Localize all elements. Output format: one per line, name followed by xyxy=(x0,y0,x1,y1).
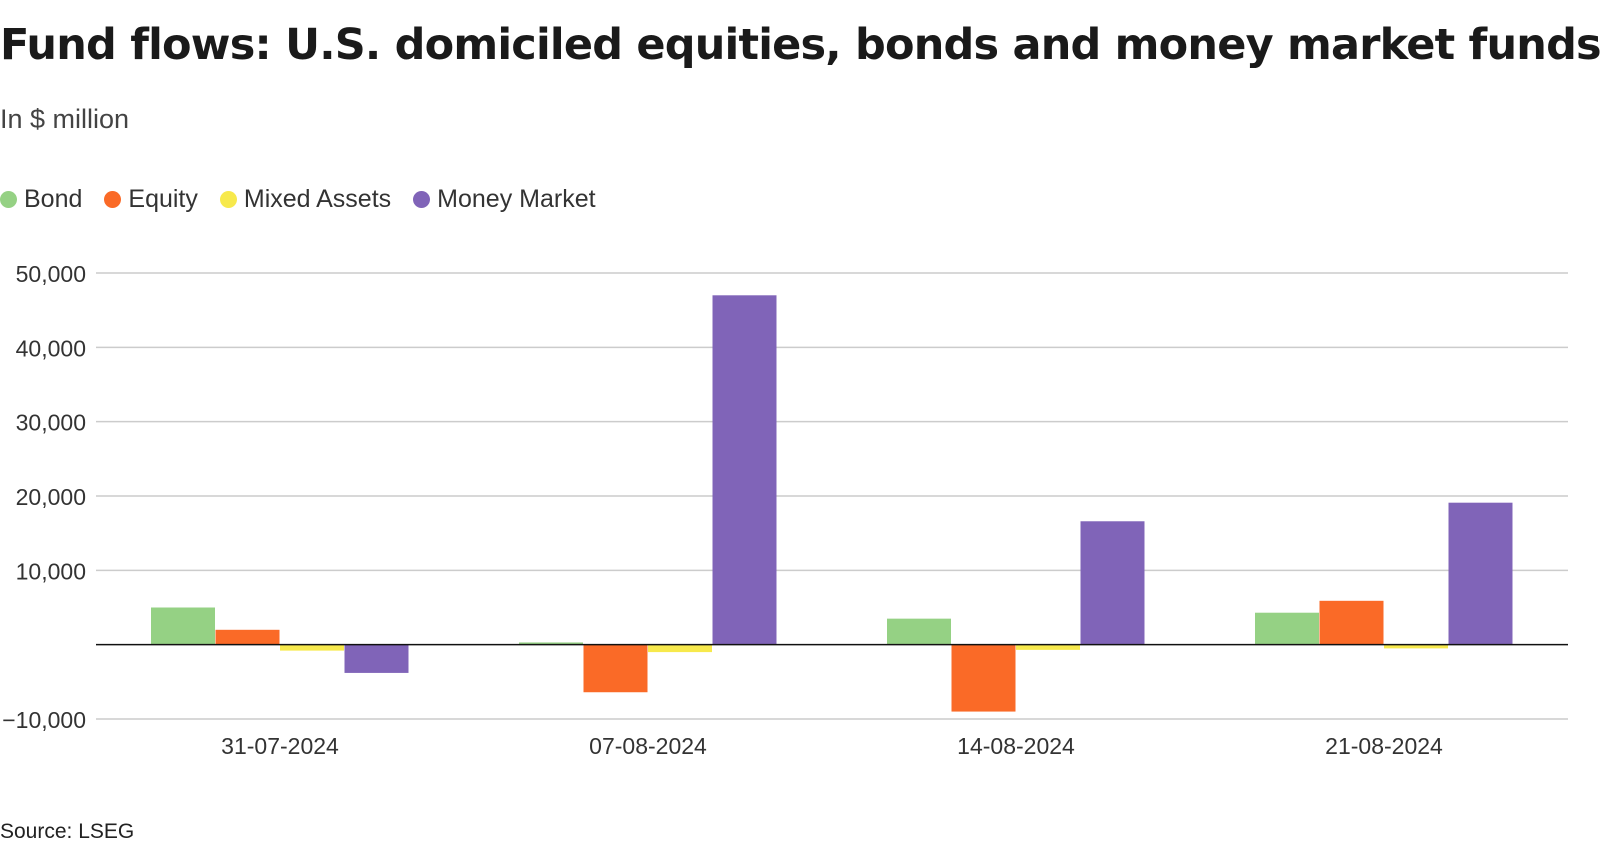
legend-swatch-bond xyxy=(0,191,17,208)
bar-equity xyxy=(951,644,1016,712)
x-tick-label: 31-07-2024 xyxy=(221,733,339,759)
legend-swatch-equity xyxy=(104,191,122,208)
bar-mixed-assets xyxy=(648,644,712,653)
bar-mixed-assets xyxy=(1384,644,1448,649)
x-axis-tick-labels: 31-07-2024 07-08-2024 14-08-2024 21-08-2024 xyxy=(221,733,1443,759)
legend-swatch-money-market xyxy=(413,191,431,208)
legend-label-mixed-assets: Mixed Assets xyxy=(243,185,392,213)
chart-subtitle: In $ million xyxy=(0,104,130,134)
legend-label-equity: Equity xyxy=(128,185,198,213)
bar-equity xyxy=(215,629,280,645)
x-tick-label: 14-08-2024 xyxy=(957,733,1075,759)
legend-label-money-market: Money Market xyxy=(437,185,596,213)
y-axis-tick-labels: −10,000 10,000 20,000 30,000 40,000 50,000 xyxy=(2,261,86,733)
bars xyxy=(151,295,1513,712)
bar-mixed-assets xyxy=(280,644,344,651)
bar-mixed-assets xyxy=(1016,644,1080,650)
y-tick-label: 20,000 xyxy=(16,484,86,510)
bar-equity xyxy=(583,644,648,693)
x-tick-label: 07-08-2024 xyxy=(589,733,707,759)
bar-bond xyxy=(1255,612,1319,645)
chart-title: Fund flows: U.S. domiciled equities, bon… xyxy=(0,20,1600,70)
y-tick-label: 10,000 xyxy=(16,558,86,584)
legend-swatch-mixed-assets xyxy=(219,191,237,208)
bar-money-market xyxy=(1080,521,1145,645)
bar-equity xyxy=(1319,600,1384,645)
legend-item-mixed-assets: Mixed Assets xyxy=(219,185,392,214)
bar-money-market xyxy=(712,295,777,645)
x-tick-label: 21-08-2024 xyxy=(1325,733,1443,759)
gridlines xyxy=(96,272,1568,720)
bar-money-market xyxy=(344,644,409,673)
source-note: Source: LSEG xyxy=(0,820,135,843)
legend: Bond Equity Mixed Assets Money Market xyxy=(0,185,618,214)
bar-bond xyxy=(151,607,215,645)
y-tick-label: 40,000 xyxy=(16,335,86,361)
legend-label-bond: Bond xyxy=(24,185,83,213)
legend-item-money-market: Money Market xyxy=(413,185,596,214)
bar-money-market xyxy=(1448,502,1513,645)
y-tick-label: 30,000 xyxy=(16,410,86,436)
bar-bond xyxy=(887,618,951,645)
legend-item-equity: Equity xyxy=(104,185,198,214)
y-tick-label: 50,000 xyxy=(16,261,86,287)
legend-item-bond: Bond xyxy=(0,185,82,214)
bar-bond xyxy=(519,642,583,645)
y-tick-label: −10,000 xyxy=(2,707,86,733)
